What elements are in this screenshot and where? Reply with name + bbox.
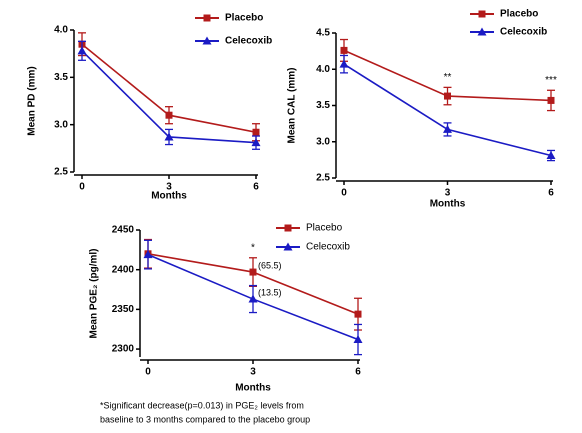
legend-label: Celecoxib [500,27,547,38]
annotation: *** [545,75,557,86]
y-tick-label: 3.0 [54,119,68,130]
x-tick-label: 0 [79,182,85,193]
annotation: * [251,242,255,253]
annotation: (13.5) [258,287,282,297]
marker [143,250,153,259]
y-tick-label: 3.5 [316,100,330,111]
annotation: ** [444,72,452,83]
marker [203,14,211,22]
y-axis-label: Mean PGE₂ (pg/ml) [89,248,100,338]
y-tick-label: 2.5 [316,173,330,184]
x-tick-label: 0 [341,188,347,199]
x-tick-label: 3 [250,367,256,378]
y-tick-label: 4.0 [316,64,330,75]
footnote: *Significant decrease(p=0.013) in PGE₂ l… [100,400,304,410]
marker [202,36,212,45]
marker [354,310,362,318]
marker [251,138,261,147]
marker [547,96,555,104]
marker [249,268,257,276]
annotation: (65.5) [258,260,282,270]
chart: 2300 2350 2400 2450 0 3 6 Months Mean PGE₂ (pg/m… [89,223,363,424]
chart: 2.5 3.0 3.5 4.0 4.5 0 3 6 Months Mean CAL (mm) Pla… [287,9,557,210]
y-tick-label: 2350 [112,304,135,315]
y-axis-label: Mean PD (mm) [27,66,38,135]
marker [284,224,292,232]
legend-label: Placebo [225,13,263,24]
marker [165,111,173,119]
x-tick-label: 3 [166,182,172,193]
x-axis-label: Months [235,383,271,394]
y-tick-label: 2450 [112,225,135,236]
marker [340,46,348,54]
chart: 2.5 3.0 3.5 4.0 0 3 6 Months Mean PD (mm) Placebo… [27,13,273,202]
y-tick-label: 2.5 [54,167,68,178]
legend-label: Celecoxib [306,242,350,253]
y-tick-label: 3.5 [54,72,68,83]
y-tick-label: 4.0 [54,25,68,36]
marker [478,10,486,18]
x-tick-label: 0 [145,367,151,378]
marker [77,46,87,55]
marker [443,124,452,133]
y-axis-label: Mean CAL (mm) [287,68,298,144]
y-tick-label: 3.0 [316,136,330,147]
marker [477,27,487,36]
x-axis-label: Months [151,191,187,202]
x-tick-label: 6 [355,367,361,378]
x-axis-label: Months [430,199,466,210]
y-tick-label: 2400 [112,264,135,275]
x-tick-label: 6 [548,188,554,199]
footnote: baseline to 3 months compared to the pla… [100,414,310,424]
marker [444,92,451,100]
x-tick-label: 6 [253,182,259,193]
legend-label: Celecoxib [225,36,272,47]
x-tick-label: 3 [445,188,451,199]
marker [283,242,293,251]
y-tick-label: 2300 [112,344,135,355]
marker [164,132,174,141]
marker [353,335,363,344]
legend-label: Placebo [306,223,343,234]
y-tick-label: 4.5 [316,28,330,39]
legend-label: Placebo [500,9,538,20]
marker [252,128,260,136]
marker [546,151,556,160]
marker [248,294,258,303]
marker [339,59,349,68]
